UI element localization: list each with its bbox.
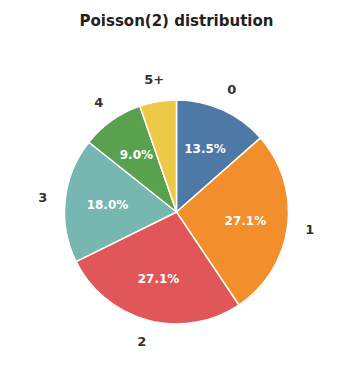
chart-container: Poisson(2) distribution 0 13.5% 1 27.1% 2 27.1… — [0, 0, 353, 388]
slices — [65, 100, 289, 324]
data-label: 18.0% — [87, 198, 129, 212]
labels: 0 13.5% 1 27.1% 2 27.1% 3 18.0% 4 9.0% 5+ — [38, 72, 314, 349]
chart-title: Poisson(2) distribution — [80, 12, 274, 30]
chart: Poisson(2) distribution 0 13.5% 1 27.1% 2 27.1… — [0, 0, 353, 388]
category-label: 5+ — [144, 72, 164, 87]
data-label: 27.1% — [225, 214, 267, 228]
data-label: 9.0% — [120, 148, 153, 162]
category-label: 3 — [38, 190, 47, 205]
category-label: 4 — [94, 95, 103, 110]
category-label: 0 — [227, 82, 236, 97]
data-label: 13.5% — [184, 142, 226, 156]
category-label: 1 — [305, 222, 314, 237]
category-label: 2 — [137, 334, 146, 349]
data-label: 27.1% — [138, 272, 180, 286]
